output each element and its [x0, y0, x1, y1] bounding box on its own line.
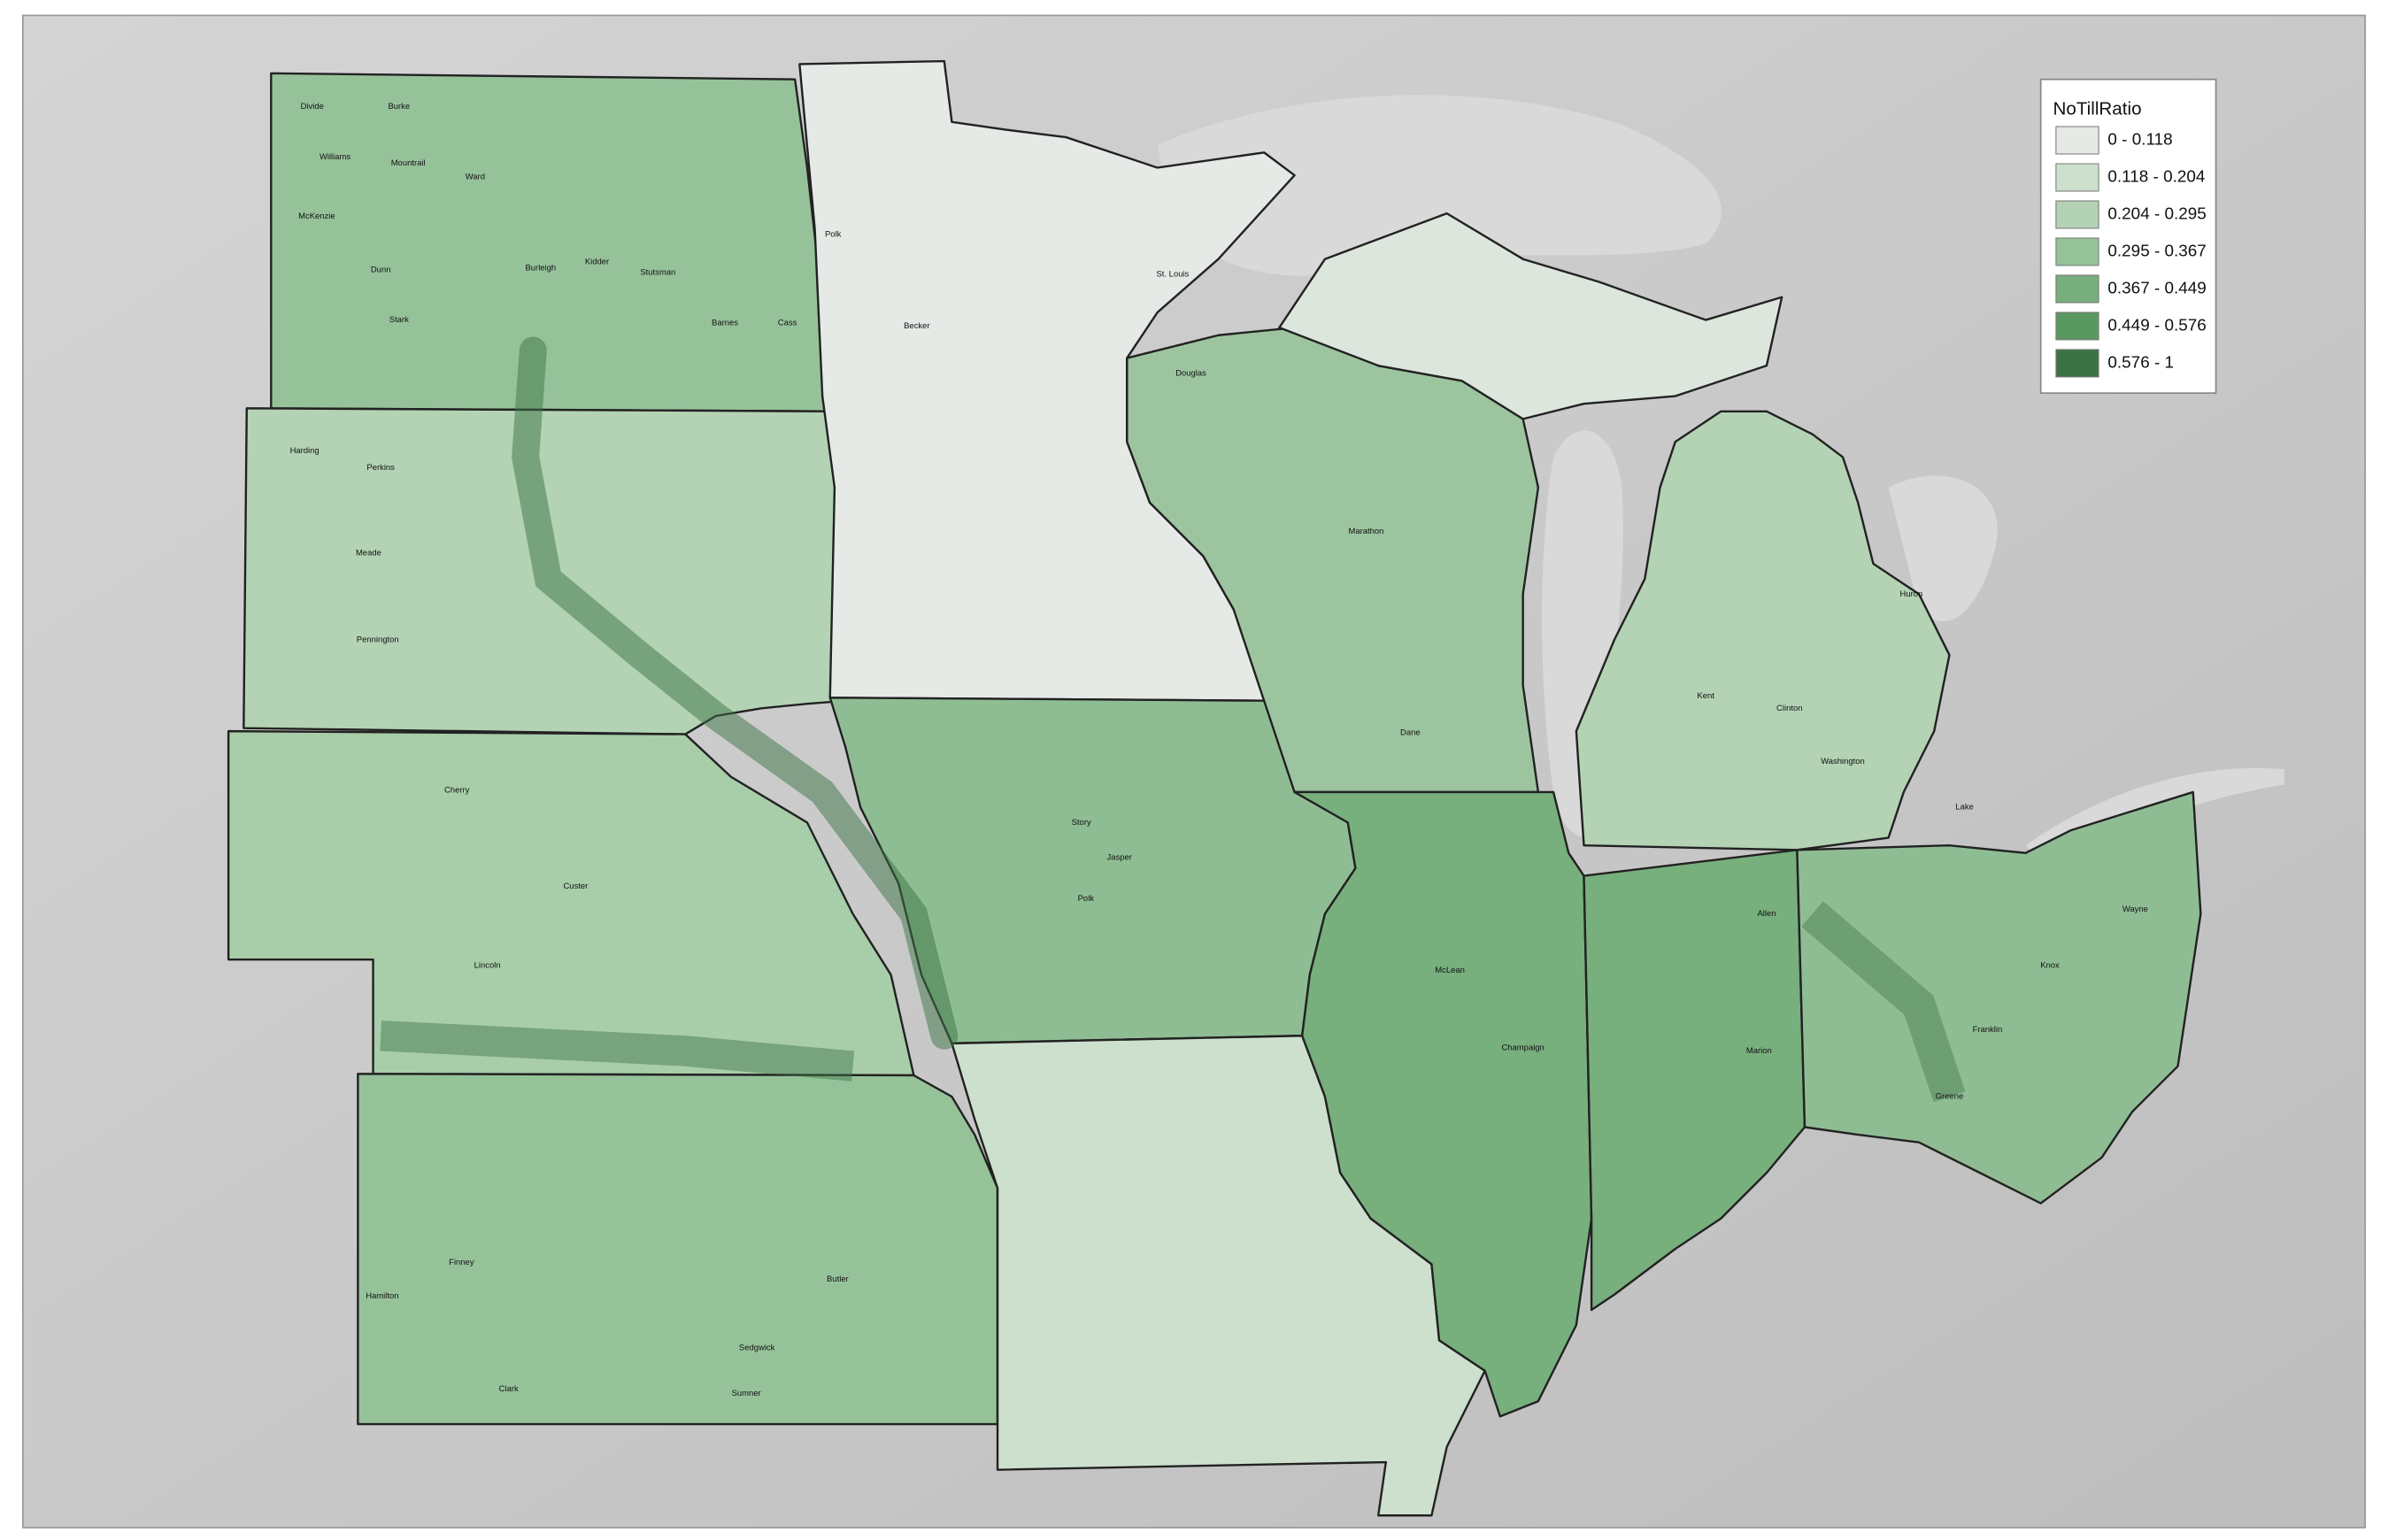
county-label: Cass [778, 318, 797, 327]
county-label: Clark [499, 1384, 519, 1394]
county-label: Allen [1757, 909, 1776, 919]
county-label: Dunn [371, 265, 391, 274]
county-label: Clinton [1776, 704, 1802, 713]
county-label: St. Louis [1157, 269, 1190, 279]
county-label: Champaign [1501, 1043, 1544, 1053]
county-label: Wayne [2122, 905, 2148, 914]
county-label: Custer [563, 882, 588, 891]
lake-superior [1157, 95, 1722, 276]
state-michigan-upper [1278, 212, 1783, 420]
county-label: Huron [1900, 589, 1923, 599]
county-label: Williams [320, 152, 350, 162]
county-label: Sedgwick [739, 1343, 775, 1352]
county-label: McLean [1435, 966, 1465, 975]
county-label: Story [1072, 818, 1091, 828]
county-label: Ward [466, 172, 485, 181]
legend-swatch [2055, 312, 2099, 341]
legend-label: 0.295 - 0.367 [2107, 242, 2206, 260]
county-label: Jasper [1106, 852, 1131, 862]
state-michigan-lower [1575, 410, 1951, 851]
county-label: Barnes [712, 318, 738, 327]
dark-band [380, 1020, 855, 1082]
legend-swatch [2055, 200, 2099, 229]
county-label: Stark [389, 315, 409, 325]
county-label: Dane [1400, 728, 1421, 737]
legend-label: 0.367 - 0.449 [2107, 279, 2206, 297]
county-label: Kent [1697, 691, 1714, 701]
county-label: Harding [290, 446, 320, 456]
county-label: Becker [904, 321, 929, 331]
legend-swatch [2055, 349, 2099, 378]
county-label: Stutsman [640, 268, 675, 278]
county-label: Hamilton [366, 1291, 398, 1301]
county-label: Marion [1746, 1046, 1772, 1056]
legend-label: 0.204 - 0.295 [2107, 204, 2206, 223]
county-label: Washington [1821, 757, 1865, 766]
state-north-dakota [270, 72, 836, 412]
legend-swatch [2055, 237, 2099, 266]
county-label: Franklin [1973, 1025, 2003, 1035]
county-label: Polk [1078, 894, 1095, 904]
legend: NoTillRatio 0 - 0.118 0.118 - 0.204 0.204 … [2039, 78, 2217, 394]
county-label: Divide [301, 102, 324, 112]
county-label: Sumner [732, 1389, 761, 1398]
dark-band [1801, 901, 1966, 1103]
legend-label: 0.118 - 0.204 [2107, 167, 2205, 186]
state-ohio [1796, 790, 2202, 1205]
county-labels: Divide Burke Williams Mountrail Ward McKenzie… [290, 102, 2148, 1398]
county-label: Finney [449, 1258, 474, 1267]
legend-swatch [2055, 126, 2099, 155]
county-label: Lincoln [474, 961, 501, 971]
state-nebraska [227, 729, 915, 1077]
dark-band [512, 336, 959, 1050]
county-label: Douglas [1175, 368, 1206, 378]
legend-swatch [2055, 274, 2099, 304]
legend-label: 0.449 - 0.576 [2107, 316, 2206, 335]
lake-huron [1888, 475, 1998, 621]
county-label: Burke [388, 102, 410, 112]
county-label: Butler [827, 1274, 849, 1284]
county-label: Mountrail [391, 158, 426, 168]
legend-swatch [2055, 163, 2099, 192]
county-label: Greene [1936, 1092, 1964, 1102]
county-label: Polk [825, 230, 842, 240]
legend-title: NoTillRatio [2053, 99, 2141, 119]
county-label: Meade [356, 548, 381, 558]
county-label: Perkins [366, 463, 395, 473]
county-label: Cherry [444, 786, 470, 796]
county-label: Marathon [1348, 527, 1383, 536]
county-label: Knox [2040, 961, 2060, 971]
county-label: Pennington [357, 635, 399, 644]
county-label: McKenzie [298, 212, 335, 221]
legend-label: 0 - 0.118 [2107, 131, 2172, 150]
legend-label: 0.576 - 1 [2107, 353, 2174, 372]
state-kansas [357, 1073, 999, 1426]
county-label: Lake [1955, 803, 1974, 812]
county-label: Kidder [585, 258, 609, 267]
county-label: Burleigh [525, 264, 556, 273]
